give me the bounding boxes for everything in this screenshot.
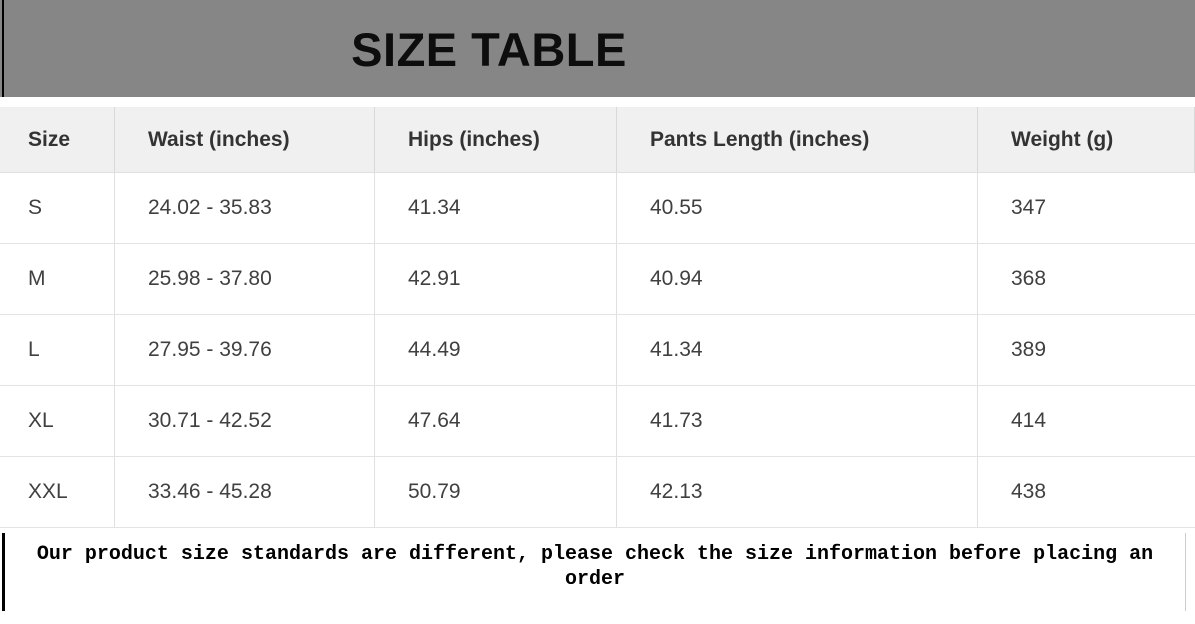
header-cell-waist: Waist (inches) <box>115 107 375 172</box>
table-row-s: S 24.02 - 35.83 41.34 40.55 347 <box>0 173 1195 244</box>
cell-pants-length: 41.34 <box>617 315 978 385</box>
cell-hips: 50.79 <box>375 457 617 527</box>
table-row-m: M 25.98 - 37.80 42.91 40.94 368 <box>0 244 1195 315</box>
table-row-xxl: XXL 33.46 - 45.28 50.79 42.13 438 <box>0 457 1195 528</box>
cell-pants-length: 41.73 <box>617 386 978 456</box>
cell-waist: 25.98 - 37.80 <box>115 244 375 314</box>
note-text: Our product size standards are different… <box>36 543 1154 591</box>
cell-weight: 368 <box>1011 267 1047 290</box>
cell-weight: 438 <box>1011 480 1047 503</box>
cell-size: XXL <box>0 457 115 527</box>
cell-pants-length: 40.94 <box>617 244 978 314</box>
size-table: Size Waist (inches) Hips (inches) Pants … <box>0 107 1195 528</box>
cell-hips: 44.49 <box>375 315 617 385</box>
header-cell-hips: Hips (inches) <box>375 107 617 172</box>
cell-size: S <box>0 173 115 243</box>
cell-pants-length: 42.13 <box>617 457 978 527</box>
cell-waist: 27.95 - 39.76 <box>115 315 375 385</box>
header-cell-pants-length: Pants Length (inches) <box>617 107 978 172</box>
cell-size: M <box>0 244 115 314</box>
cell-pants-length: 40.55 <box>617 173 978 243</box>
table-row-xl: XL 30.71 - 42.52 47.64 41.73 414 <box>0 386 1195 457</box>
cell-weight: 414 <box>1011 409 1047 432</box>
left-edge-line <box>2 0 4 97</box>
cell-size: L <box>0 315 115 385</box>
title-bar: SIZE TABLE <box>0 0 1195 97</box>
cell-weight: 389 <box>1011 338 1047 361</box>
cell-hips: 47.64 <box>375 386 617 456</box>
cell-hips: 42.91 <box>375 244 617 314</box>
cell-waist: 24.02 - 35.83 <box>115 173 375 243</box>
note-box: Our product size standards are different… <box>2 533 1186 611</box>
header-cell-size: Size <box>0 107 115 172</box>
cell-weight: 347 <box>1011 196 1047 219</box>
note-area: Our product size standards are different… <box>0 533 1195 624</box>
header-cell-weight: Weight (g) <box>978 107 1195 172</box>
cell-size: XL <box>0 386 115 456</box>
table-header-row: Size Waist (inches) Hips (inches) Pants … <box>0 107 1195 173</box>
cell-waist: 33.46 - 45.28 <box>115 457 375 527</box>
cell-hips: 41.34 <box>375 173 617 243</box>
cell-waist: 30.71 - 42.52 <box>115 386 375 456</box>
page-title: SIZE TABLE <box>351 23 627 76</box>
table-row-l: L 27.95 - 39.76 44.49 41.34 389 <box>0 315 1195 386</box>
